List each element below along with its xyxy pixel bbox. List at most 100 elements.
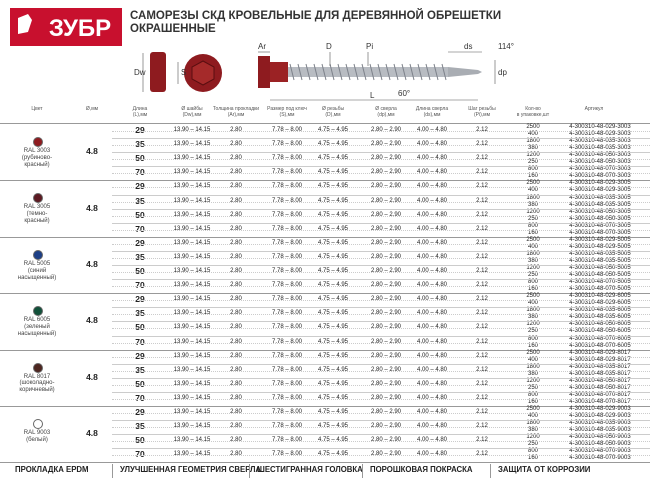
rule [112, 243, 650, 245]
length: 35 [135, 308, 145, 319]
cell: 2.80 [230, 338, 242, 345]
rule [112, 321, 650, 323]
cell: 4.75 – 4.95 [317, 183, 349, 190]
cell: 2.80 – 2.90 [370, 268, 402, 275]
article: 4-300310-48-070-8017 [569, 391, 631, 398]
cell: 2.12 [476, 437, 488, 444]
cell: 13.90 – 14.15 [173, 253, 211, 260]
cell: 2.80 [230, 155, 242, 162]
pack-qty: 400 [527, 187, 538, 194]
cell: 7.78 – 8.00 [271, 296, 303, 303]
pack-qty: 250 [527, 384, 538, 391]
cell: 2.12 [476, 423, 488, 430]
length: 50 [135, 266, 145, 277]
cell: 2.80 [230, 380, 242, 387]
length: 29 [135, 350, 145, 361]
dim-label: ds [464, 42, 472, 51]
cell: 2.12 [476, 380, 488, 387]
article: 4-300310-48-070-6005 [569, 335, 631, 342]
cell: 2.12 [476, 183, 488, 190]
color-name: RAL 3005 (темно- красный) [23, 204, 51, 225]
cell: 2.80 [230, 141, 242, 148]
pack-qty: 380 [527, 427, 538, 434]
rule [490, 464, 491, 478]
column-header: Артикул [584, 106, 604, 112]
logo-emblem [18, 14, 32, 34]
cell: 2.12 [476, 310, 488, 317]
rule [249, 464, 250, 478]
rule [112, 328, 650, 330]
article: 4-300310-48-050-9003 [569, 434, 631, 441]
feature: ПОРОШКОВАЯ ПОКРАСКА [370, 465, 473, 474]
cell: 2.80 [230, 183, 242, 190]
cell: 2.12 [476, 324, 488, 331]
article: 4-300310-48-029-9003 [569, 413, 631, 420]
cell: 7.78 – 8.00 [271, 211, 303, 218]
cell: 2.80 – 2.90 [370, 437, 402, 444]
cell: 2.80 [230, 324, 242, 331]
rule [0, 236, 650, 238]
cell: 4.75 – 4.95 [317, 380, 349, 387]
rule [112, 166, 650, 168]
cell: 2.80 [230, 239, 242, 246]
cell: 7.78 – 8.00 [271, 437, 303, 444]
logo: ЗУБР [49, 15, 111, 42]
pack-qty: 380 [527, 370, 538, 377]
rule [112, 335, 650, 337]
rule [112, 300, 650, 302]
pack-qty: 160 [527, 398, 538, 405]
column-header: Толщина прокладки (Ar),мм [212, 106, 260, 118]
pack-qty: 2500 [526, 406, 540, 412]
cell: 2.12 [476, 352, 488, 359]
cell: 2.80 – 2.90 [370, 141, 402, 148]
article: 4-300310-48-035-8017 [569, 363, 631, 370]
article: 4-300310-48-035-3003 [569, 145, 631, 152]
rule [112, 356, 650, 358]
cell: 4.00 – 4.80 [416, 324, 448, 331]
cell: 2.80 – 2.90 [370, 282, 402, 289]
column-header: Шаг резьбы (Pi),мм [468, 106, 496, 118]
article: 4-300310-48-070-3003 [569, 173, 631, 180]
length: 29 [135, 181, 145, 192]
pack-qty: 2500 [526, 293, 540, 300]
feature: ШЕСТИГРАННАЯ ГОЛОВКА [257, 465, 363, 474]
cell: 4.00 – 4.80 [416, 183, 448, 190]
cell: 2.80 [230, 282, 242, 289]
dim-label: L [370, 91, 375, 100]
cell: 7.78 – 8.00 [271, 451, 303, 458]
cell: 4.00 – 4.80 [416, 423, 448, 430]
rule [112, 265, 650, 266]
cell: 7.78 – 8.00 [271, 239, 303, 246]
pack-qty: 380 [527, 257, 538, 264]
length: 35 [135, 195, 145, 206]
cell: 4.75 – 4.95 [317, 169, 349, 176]
diameter: 4.8 [86, 371, 98, 382]
cell: 2.80 – 2.90 [370, 324, 402, 331]
rule [112, 370, 650, 372]
cell: 4.75 – 4.95 [317, 394, 349, 401]
length: 70 [135, 392, 145, 403]
color-swatch [33, 306, 43, 317]
cell: 2.80 – 2.90 [370, 169, 402, 176]
rule [112, 215, 650, 217]
feature: УЛУЧШЕННАЯ ГЕОМЕТРИЯ СВЕРЛА [120, 465, 262, 474]
length: 50 [135, 209, 145, 220]
cell: 2.80 [230, 296, 242, 303]
rule [112, 314, 650, 316]
cell: 7.78 – 8.00 [271, 423, 303, 430]
rule [112, 398, 650, 400]
article: 4-300310-48-050-8017 [569, 377, 631, 384]
pack-qty: 1200 [526, 265, 540, 271]
cell: 2.80 – 2.90 [370, 380, 402, 387]
rule [112, 307, 650, 309]
cell: 2.12 [476, 239, 488, 246]
cell: 13.90 – 14.15 [173, 225, 211, 232]
length: 70 [135, 223, 145, 234]
cell: 13.90 – 14.15 [173, 282, 211, 289]
cell: 4.75 – 4.95 [317, 437, 349, 444]
rule [112, 138, 650, 140]
color-swatch [33, 137, 43, 147]
pack-qty: 2500 [526, 236, 540, 243]
cell: 7.78 – 8.00 [271, 394, 303, 401]
cell: 4.00 – 4.80 [416, 451, 448, 458]
